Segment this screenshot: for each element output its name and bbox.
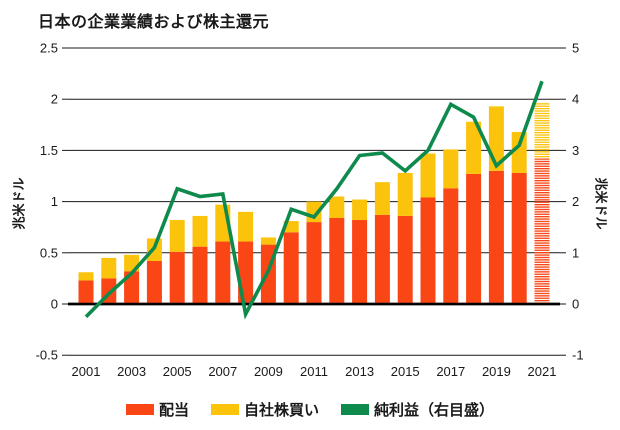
right-tick-label: 3 bbox=[572, 143, 579, 158]
right-axis-title: 兆米ドル bbox=[593, 177, 609, 230]
bar-dividends bbox=[352, 220, 368, 304]
legend-item-netprofit: 純利益（右目盛） bbox=[341, 399, 494, 420]
bar-dividends bbox=[283, 232, 299, 304]
bar-buybacks bbox=[238, 211, 254, 242]
x-tick-label: 2003 bbox=[117, 364, 146, 379]
bar-buybacks bbox=[260, 237, 276, 245]
dividends-swatch bbox=[125, 404, 154, 415]
bar-dividends bbox=[169, 251, 185, 304]
bar-dividends bbox=[146, 260, 162, 304]
legend-label-netprofit: 純利益（右目盛） bbox=[374, 402, 495, 419]
bar-buybacks bbox=[78, 272, 94, 281]
bar-buybacks bbox=[352, 199, 368, 221]
bar-dividends bbox=[466, 173, 482, 304]
chart-legend: 配当 自社株買い 純利益（右目盛） bbox=[0, 399, 620, 420]
right-tick-label: 1 bbox=[572, 245, 579, 260]
bar-dividends bbox=[306, 222, 322, 304]
x-tick-label: 2005 bbox=[163, 364, 192, 379]
x-tick-label: 2017 bbox=[436, 364, 465, 379]
x-tick-label: 2009 bbox=[254, 364, 283, 379]
x-tick-label: 2011 bbox=[300, 364, 328, 379]
legend-item-dividends: 配当 bbox=[125, 399, 189, 420]
legend-item-buybacks: 自社株買い bbox=[210, 399, 319, 420]
left-tick-label: 0 bbox=[51, 297, 58, 312]
x-tick-label: 2007 bbox=[208, 364, 237, 379]
left-tick-label: 0.5 bbox=[40, 245, 58, 260]
left-axis-title: 兆米ドル bbox=[11, 177, 27, 230]
left-tick-label: -0.5 bbox=[36, 348, 58, 363]
bar-dividends bbox=[78, 280, 94, 304]
legend-label-dividends: 配当 bbox=[158, 402, 189, 419]
x-tick-label: 2001 bbox=[72, 364, 101, 379]
bar-dividends bbox=[397, 215, 413, 304]
bar-buybacks bbox=[443, 149, 459, 189]
bar-buybacks bbox=[101, 257, 117, 279]
left-tick-label: 1.5 bbox=[40, 143, 58, 158]
left-tick-label: 2.5 bbox=[40, 41, 58, 56]
bar-dividends bbox=[124, 271, 140, 304]
right-tick-label: 5 bbox=[572, 41, 579, 56]
netprofit-swatch bbox=[341, 404, 369, 415]
bar-buybacks bbox=[466, 121, 482, 174]
bar-dividends bbox=[443, 188, 459, 304]
bar-buybacks bbox=[374, 182, 390, 215]
right-tick-label: 0 bbox=[572, 297, 579, 312]
bar-dividends bbox=[374, 214, 390, 304]
right-tick-label: -1 bbox=[572, 348, 584, 363]
bar-buybacks bbox=[329, 196, 345, 218]
bar-buybacks bbox=[192, 215, 208, 247]
legend-label-buybacks: 自社株買い bbox=[243, 402, 319, 419]
bar-buybacks bbox=[420, 153, 436, 198]
bar-dividends bbox=[488, 170, 504, 304]
right-tick-label: 4 bbox=[572, 92, 579, 107]
bar-buybacks bbox=[169, 220, 185, 252]
bar-dividends bbox=[420, 197, 436, 304]
x-tick-label: 2021 bbox=[528, 364, 557, 379]
bar-dividends bbox=[192, 246, 208, 304]
right-tick-label: 2 bbox=[572, 194, 579, 209]
bar-buybacks bbox=[397, 172, 413, 216]
bar-buybacks bbox=[534, 102, 550, 159]
bar-dividends bbox=[329, 217, 345, 304]
buybacks-swatch bbox=[210, 404, 239, 415]
bar-buybacks bbox=[283, 221, 299, 233]
chart-title: 日本の企業業績および株主還元 bbox=[38, 14, 270, 31]
bar-dividends bbox=[534, 158, 550, 304]
bar-dividends bbox=[215, 241, 231, 304]
bar-dividends bbox=[511, 172, 527, 304]
bar-buybacks bbox=[511, 131, 527, 173]
net-profit-line bbox=[84, 80, 544, 320]
x-tick-label: 2013 bbox=[345, 364, 374, 379]
x-tick-label: 2015 bbox=[391, 364, 420, 379]
left-tick-label: 1 bbox=[51, 194, 58, 209]
left-tick-label: 2 bbox=[51, 92, 58, 107]
x-tick-label: 2019 bbox=[482, 364, 511, 379]
